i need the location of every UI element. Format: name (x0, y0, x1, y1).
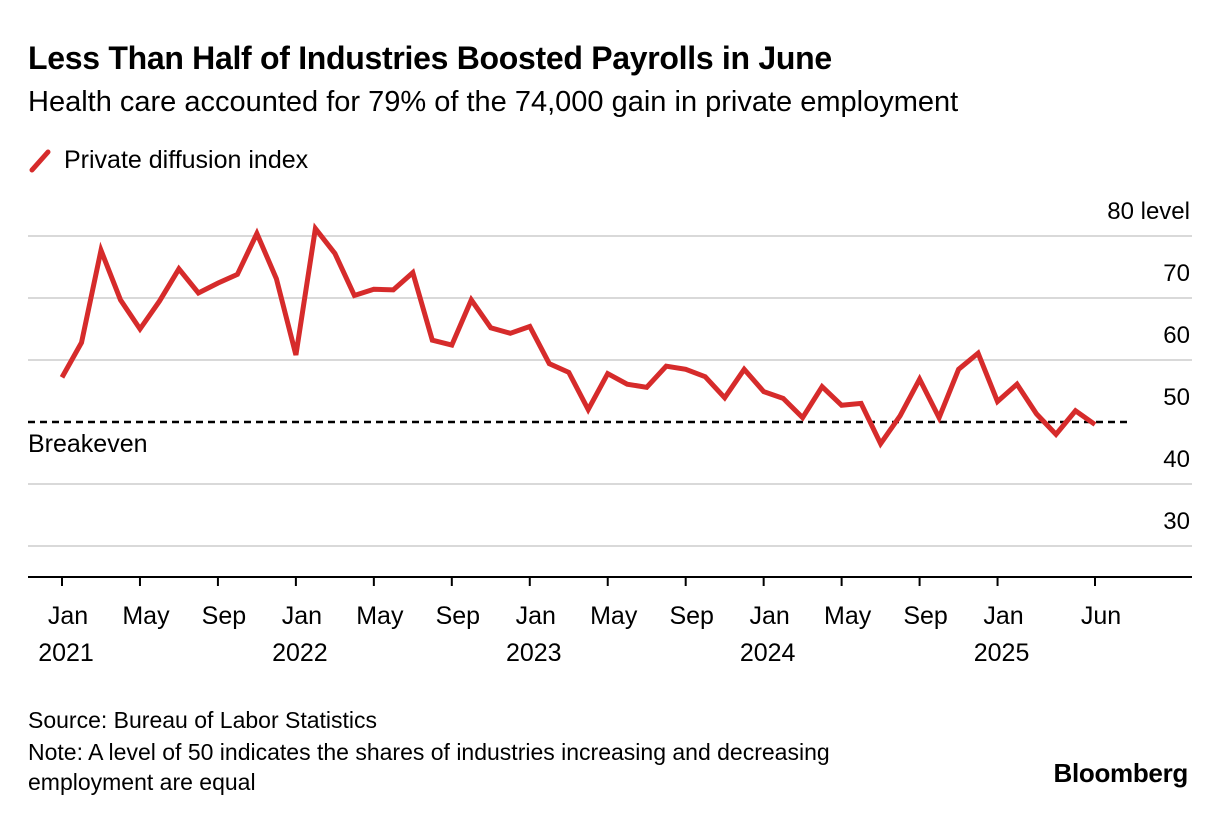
legend-label: Private diffusion index (64, 146, 309, 174)
data-point (703, 375, 707, 379)
data-point (235, 272, 239, 276)
bloomberg-logo: Bloomberg (1053, 758, 1188, 788)
y-tick-label: 40 (1163, 446, 1190, 473)
x-tick-year-label: 2024 (740, 639, 796, 667)
data-point (1015, 382, 1019, 386)
chart-title: Less Than Half of Industries Boosted Pay… (28, 40, 832, 76)
x-axis: Jan 2021 May Sep Jan 2022 May Sep Jan 2023 May Sep J… (28, 576, 1192, 667)
data-point (957, 367, 961, 371)
data-point (216, 281, 220, 285)
data-point (762, 390, 766, 394)
data-point (60, 375, 64, 379)
x-tick-label: Jan (516, 602, 556, 630)
y-tick-label: 70 (1163, 260, 1190, 287)
data-point (586, 408, 590, 412)
data-point (606, 372, 610, 376)
note-text: Note: A level of 50 indicates the shares… (28, 739, 830, 795)
data-point (372, 287, 376, 291)
data-point (157, 299, 161, 303)
data-point (723, 396, 727, 400)
data-point (1074, 409, 1078, 413)
data-point (118, 298, 122, 302)
data-point (138, 327, 142, 331)
x-tick-label: Jun (1081, 602, 1121, 630)
data-point (430, 338, 434, 342)
line-chart: 30 40 50 60 70 80 level Jan 2021 May Sep Jan 2022 M… (28, 198, 1192, 667)
breakeven-label: Breakeven (28, 430, 148, 458)
x-tick-label: Jan (282, 602, 322, 630)
data-point (411, 271, 415, 275)
data-point (313, 227, 317, 231)
chart-subtitle: Health care accounted for 79% of the 74,… (28, 86, 959, 118)
data-point (801, 416, 805, 420)
x-tick-label: May (122, 602, 170, 630)
legend-swatch-icon (29, 149, 51, 172)
x-tick-label: May (824, 602, 872, 630)
data-point (840, 403, 844, 407)
legend: Private diffusion index (28, 146, 308, 175)
y-tick-label: 80 level (1107, 198, 1190, 225)
data-point (255, 232, 259, 236)
gridlines (28, 235, 1192, 547)
data-point (333, 251, 337, 255)
x-tick-year-label: 2022 (272, 639, 328, 667)
data-point (937, 416, 941, 420)
data-point (469, 298, 473, 302)
series-line-private-diffusion-index (59, 222, 1097, 449)
series-group (59, 222, 1097, 449)
y-tick-label: 50 (1163, 384, 1190, 411)
data-point (196, 291, 200, 295)
data-point (742, 367, 746, 371)
x-tick-label: Sep (202, 602, 246, 630)
data-point (664, 364, 668, 368)
data-point (352, 294, 356, 298)
data-point (1054, 432, 1058, 436)
data-point (567, 370, 571, 374)
breakeven-reference: Breakeven (28, 420, 1128, 458)
data-point (1093, 422, 1097, 426)
data-point (391, 288, 395, 292)
y-tick-label: 60 (1163, 322, 1190, 349)
data-point (450, 343, 454, 347)
data-point (489, 326, 493, 330)
data-point (879, 442, 883, 446)
x-tick-label: Jan (750, 602, 790, 630)
x-tick-label: May (356, 602, 404, 630)
data-point (177, 267, 181, 271)
data-point (898, 414, 902, 418)
data-point (976, 351, 980, 355)
data-point (547, 362, 551, 366)
data-point (918, 377, 922, 381)
data-point (859, 401, 863, 405)
data-point (625, 382, 629, 386)
x-tick-label: Sep (903, 602, 947, 630)
data-point (528, 325, 532, 329)
y-tick-label: 30 (1163, 508, 1190, 535)
x-tick-label: May (590, 602, 638, 630)
data-point (294, 353, 298, 357)
data-point (820, 385, 824, 389)
y-axis-labels: 30 40 50 60 70 80 level (1107, 198, 1190, 535)
data-point (781, 396, 785, 400)
data-point (274, 277, 278, 281)
x-tick-year-label: 2021 (38, 639, 94, 667)
x-tick-year-label: 2025 (974, 639, 1030, 667)
x-tick-label: Sep (669, 602, 713, 630)
x-tick-year-label: 2023 (506, 639, 562, 667)
data-point (996, 400, 1000, 404)
data-point (508, 331, 512, 335)
source-text: Source: Bureau of Labor Statistics (28, 707, 378, 733)
data-point (99, 248, 103, 252)
x-tick-label: Jan (983, 602, 1023, 630)
x-tick-label: Jan (48, 602, 88, 630)
data-point (684, 367, 688, 371)
data-point (79, 341, 83, 345)
data-point (1035, 412, 1039, 416)
x-tick-label: Sep (436, 602, 480, 630)
data-point (645, 385, 649, 389)
